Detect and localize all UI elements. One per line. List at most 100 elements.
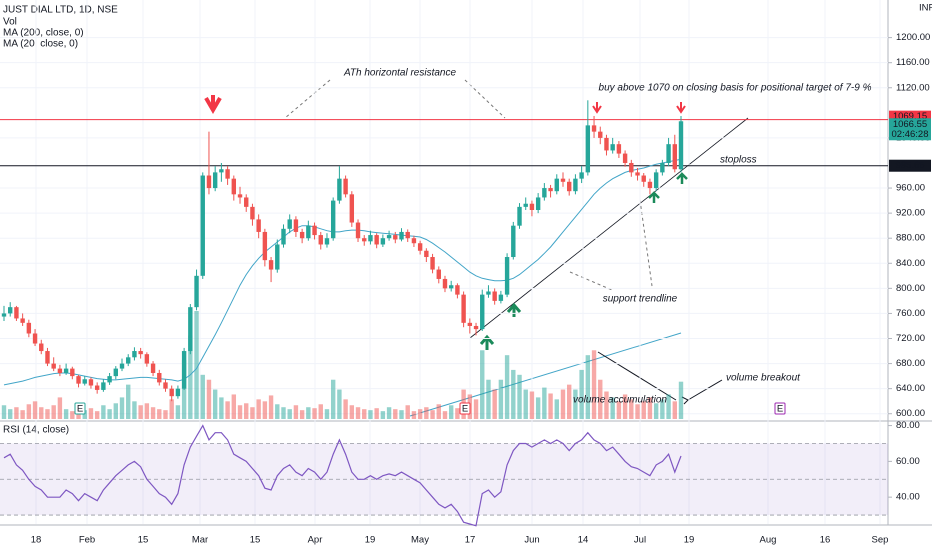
candle-body [362,238,367,242]
ma-line [3,158,682,386]
candle-body [212,172,218,189]
candle-body [32,333,38,344]
candle-body [622,153,628,163]
legend-line: Vol [3,17,17,28]
y-tick-label: 760.00 [896,308,925,319]
volume-bar [275,404,280,419]
up-arrow [506,302,522,317]
price-line-badge: 995.65 [895,160,924,171]
x-tick-label: Jul [634,535,646,546]
volume-bar [299,410,305,419]
candle-body [368,235,373,242]
volume-bar [393,409,398,419]
y-tick-label: 1160.00 [896,57,930,68]
volume-bar [641,401,646,419]
rsi-tick-label: 40.00 [896,492,920,503]
volume-bar [616,401,622,419]
candle-body [405,231,410,239]
volume-bar [666,394,671,419]
candle-body [237,194,243,198]
volume-bar [250,407,255,419]
volume-bar [256,399,261,419]
up-arrow [676,172,688,184]
volume-bar [14,407,19,419]
arrowhead [681,396,689,405]
volume-bar [635,404,640,419]
candle-body [206,175,212,189]
candle-body [70,368,75,377]
candle-body [567,181,572,192]
volume-bar [206,379,212,419]
up-arrow [648,191,660,203]
candle-body [411,238,417,244]
volume-bar [212,389,218,419]
x-tick-label: 18 [31,535,42,546]
volume-bar [498,379,504,419]
candle-body [318,235,323,245]
volume-bar [579,369,584,419]
candle-body [504,257,510,295]
candle-body [393,235,398,240]
price-line-badge: 1069.15 [893,111,927,122]
candle-body [635,172,640,176]
pointer [284,79,331,119]
volume-bar [101,405,106,419]
volume-bar [82,410,87,419]
candle-body [560,178,566,182]
candle-body [244,197,249,207]
candle-body [442,278,448,289]
volume-bar [585,355,591,419]
y-tick-label: 880.00 [896,233,925,244]
candle-body [94,385,100,390]
pointer [687,379,723,401]
candle-body [287,219,292,229]
volume-bar [88,408,94,419]
x-tick-label: Aug [760,535,777,546]
candle-body [380,238,386,245]
candle-body [262,231,268,261]
candle-body [8,307,13,314]
candle-body [132,351,137,358]
volume-bar [281,407,286,419]
candle-body [486,291,491,295]
candle-body [647,181,653,189]
volume-bar [51,405,56,419]
last-price-label: 1066.55 [893,119,927,130]
volume-bar [604,391,609,419]
volume-bar [188,335,193,419]
candle-body [337,178,342,201]
candle-body [256,219,261,232]
volume-bar [107,409,112,419]
volume-bar [194,311,199,419]
candle-body [293,219,299,232]
x-tick-label: Jun [524,535,539,546]
candle-body [517,206,522,226]
candle-body [88,379,94,386]
volume-bar [20,410,25,419]
volume-bar [362,409,367,419]
down-arrow [676,102,686,114]
candle-body [355,222,361,239]
annotation: support trendline [603,294,678,305]
volume-bar [386,407,392,419]
candle-body [417,243,423,251]
candle-body [374,235,379,245]
candle-body [14,307,19,319]
volume-bar [200,374,205,419]
volume-bar [504,355,510,419]
volume-bar [374,408,379,419]
volume-bar [486,379,491,419]
candle-body [660,162,665,173]
candle-body [349,194,355,223]
x-tick-label: 15 [138,535,149,546]
volume-bar [542,387,547,419]
rsi-tick-label: 80.00 [896,420,920,431]
volume-bar [417,409,423,419]
volume-bar [442,411,448,419]
volume-bar [660,399,665,419]
volume-bar [523,389,528,419]
volume-bar [343,399,348,419]
volume-bar [560,389,566,419]
chart-title: JUST DIAL LTD, 1D, NSE [3,5,118,16]
